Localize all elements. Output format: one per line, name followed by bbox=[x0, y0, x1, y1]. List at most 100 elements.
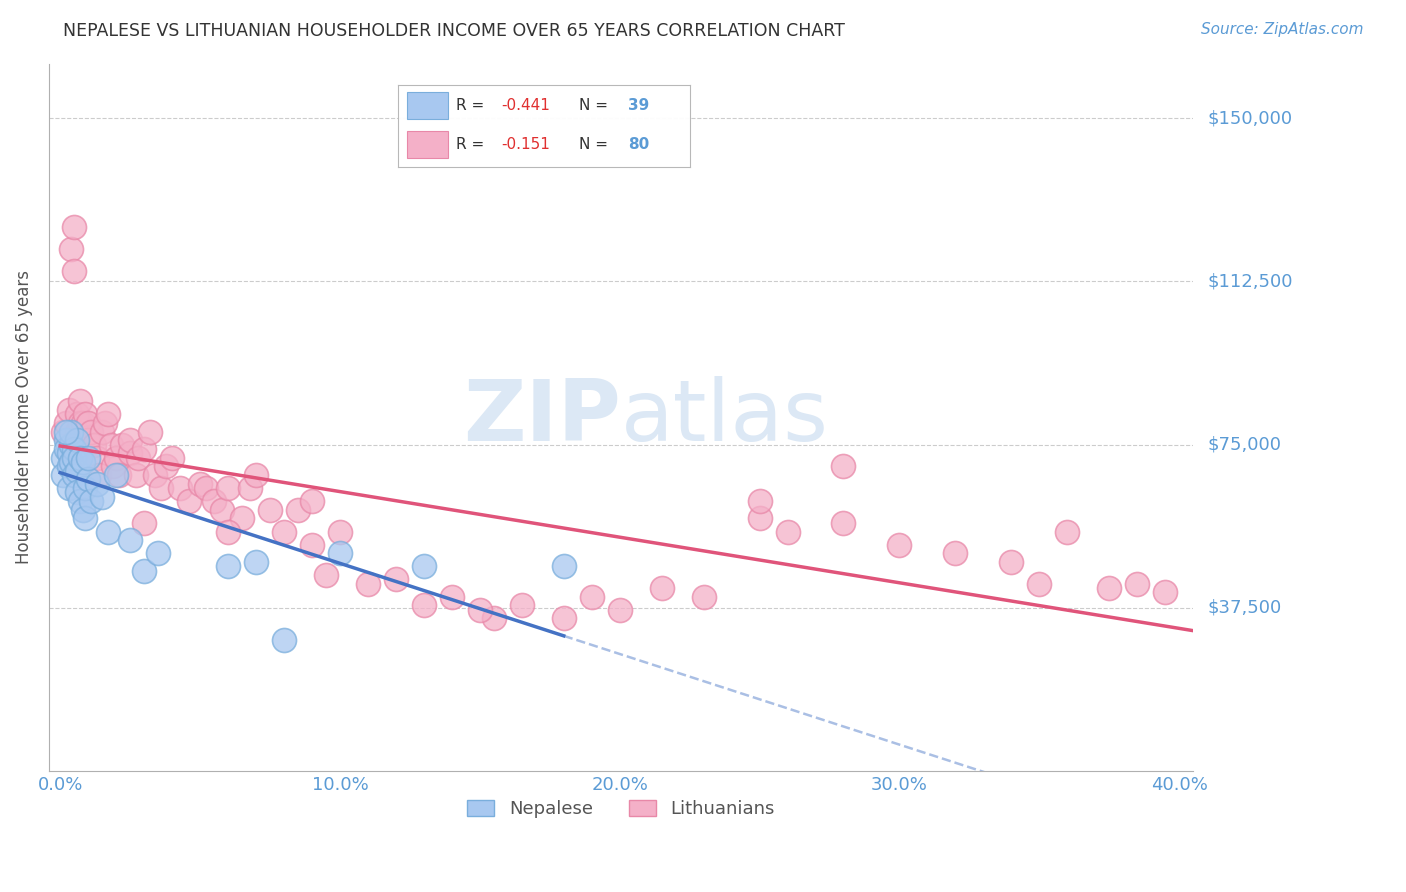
Point bbox=[108, 468, 131, 483]
Point bbox=[77, 472, 100, 486]
Point bbox=[273, 524, 295, 539]
Point bbox=[52, 468, 75, 483]
Point bbox=[105, 468, 128, 483]
Point bbox=[75, 511, 97, 525]
Point bbox=[832, 459, 855, 474]
Point bbox=[553, 559, 575, 574]
Point bbox=[52, 425, 75, 439]
Point bbox=[72, 503, 94, 517]
Point bbox=[581, 590, 603, 604]
Point bbox=[66, 425, 89, 439]
Point bbox=[1098, 581, 1121, 595]
Point bbox=[468, 603, 491, 617]
Point bbox=[63, 220, 86, 235]
Point bbox=[132, 442, 155, 456]
Point bbox=[239, 481, 262, 495]
Point bbox=[440, 590, 463, 604]
Point bbox=[357, 576, 380, 591]
Point bbox=[58, 459, 80, 474]
Point bbox=[91, 490, 114, 504]
Point bbox=[86, 450, 108, 465]
Point bbox=[301, 538, 323, 552]
Point bbox=[60, 455, 83, 469]
Point bbox=[301, 494, 323, 508]
Point bbox=[510, 599, 533, 613]
Point bbox=[945, 546, 967, 560]
Point bbox=[138, 425, 160, 439]
Text: NEPALESE VS LITHUANIAN HOUSEHOLDER INCOME OVER 65 YEARS CORRELATION CHART: NEPALESE VS LITHUANIAN HOUSEHOLDER INCOM… bbox=[63, 22, 845, 40]
Text: $112,500: $112,500 bbox=[1208, 272, 1292, 291]
Point bbox=[58, 481, 80, 495]
Point bbox=[77, 450, 100, 465]
Point bbox=[125, 468, 148, 483]
Point bbox=[132, 564, 155, 578]
Text: $75,000: $75,000 bbox=[1208, 435, 1281, 453]
Point bbox=[58, 446, 80, 460]
Point bbox=[63, 263, 86, 277]
Point bbox=[245, 468, 267, 483]
Point bbox=[748, 511, 770, 525]
Point bbox=[651, 581, 673, 595]
Point bbox=[60, 425, 83, 439]
Point bbox=[60, 242, 83, 256]
Point bbox=[231, 511, 253, 525]
Point bbox=[111, 437, 134, 451]
Point bbox=[72, 455, 94, 469]
Point bbox=[889, 538, 911, 552]
Point bbox=[329, 524, 352, 539]
Point bbox=[553, 611, 575, 625]
Point bbox=[1000, 555, 1022, 569]
Point bbox=[63, 468, 86, 483]
Point bbox=[273, 633, 295, 648]
Point bbox=[66, 485, 89, 500]
Point bbox=[58, 402, 80, 417]
Point bbox=[1154, 585, 1177, 599]
Point bbox=[66, 464, 89, 478]
Point bbox=[132, 516, 155, 530]
Text: Source: ZipAtlas.com: Source: ZipAtlas.com bbox=[1201, 22, 1364, 37]
Point bbox=[72, 416, 94, 430]
Point bbox=[315, 568, 337, 582]
Point bbox=[169, 481, 191, 495]
Point bbox=[63, 442, 86, 456]
Point bbox=[52, 450, 75, 465]
Point bbox=[329, 546, 352, 560]
Point bbox=[412, 559, 434, 574]
Point bbox=[259, 503, 281, 517]
Point bbox=[97, 407, 120, 421]
Text: $150,000: $150,000 bbox=[1208, 110, 1292, 128]
Point bbox=[69, 450, 91, 465]
Point bbox=[91, 425, 114, 439]
Point bbox=[776, 524, 799, 539]
Point bbox=[55, 434, 77, 448]
Point bbox=[1126, 576, 1149, 591]
Point bbox=[77, 416, 100, 430]
Point bbox=[105, 450, 128, 465]
Point bbox=[75, 407, 97, 421]
Point bbox=[177, 494, 200, 508]
Point bbox=[103, 459, 125, 474]
Point bbox=[80, 494, 103, 508]
Point bbox=[86, 476, 108, 491]
Text: atlas: atlas bbox=[621, 376, 830, 458]
Point bbox=[63, 450, 86, 465]
Point bbox=[69, 394, 91, 409]
Point bbox=[160, 450, 183, 465]
Point bbox=[412, 599, 434, 613]
Point bbox=[245, 555, 267, 569]
Point bbox=[80, 425, 103, 439]
Y-axis label: Householder Income Over 65 years: Householder Income Over 65 years bbox=[15, 270, 32, 565]
Legend: Nepalese, Lithuanians: Nepalese, Lithuanians bbox=[460, 793, 782, 825]
Point bbox=[89, 468, 111, 483]
Text: $37,500: $37,500 bbox=[1208, 599, 1281, 616]
Point bbox=[120, 446, 142, 460]
Point bbox=[217, 559, 239, 574]
Point bbox=[385, 573, 408, 587]
Point bbox=[66, 434, 89, 448]
Point bbox=[217, 524, 239, 539]
Point bbox=[1056, 524, 1078, 539]
Point bbox=[146, 546, 169, 560]
Point bbox=[155, 459, 177, 474]
Text: ZIP: ZIP bbox=[464, 376, 621, 458]
Point bbox=[69, 416, 91, 430]
